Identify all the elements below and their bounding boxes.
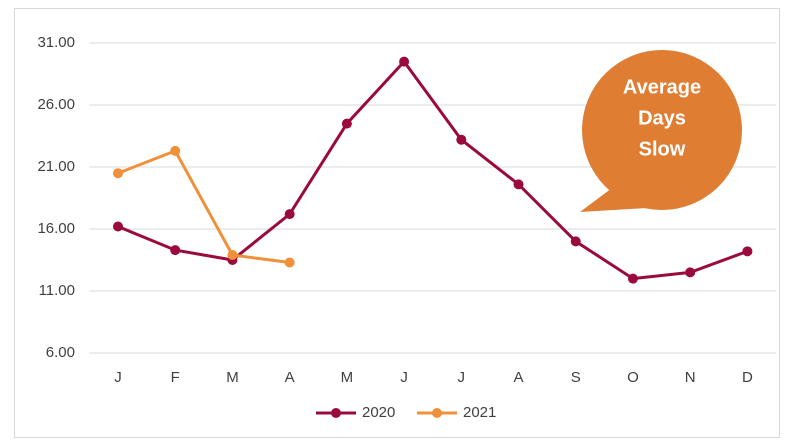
annotation-text: Slow [639,138,686,160]
y-tick-label: 16.00 [37,220,75,237]
x-tick-label: F [171,369,180,386]
annotation-text: Days [638,107,686,129]
speech-bubble [582,50,742,210]
x-tick-label: M [226,369,239,386]
x-tick-label: J [114,369,122,386]
data-point [627,273,638,284]
x-tick-label: O [627,369,639,386]
data-point [113,168,124,179]
data-point [742,246,753,257]
legend-label: 2020 [362,404,395,421]
legend-swatch [432,408,442,418]
x-tick-label: A [285,369,295,386]
x-tick-label: D [742,369,753,386]
speech-bubble [580,188,647,212]
y-tick-label: 21.00 [37,158,75,175]
annotation-text: Average [623,76,701,98]
x-tick-label: J [458,369,466,386]
x-tick-label: A [514,369,524,386]
data-point [685,267,696,278]
data-point [570,236,581,247]
y-tick-label: 26.00 [37,96,75,113]
x-tick-label: M [341,369,354,386]
data-point [513,179,524,190]
y-tick-label: 11.00 [39,282,75,299]
data-point [399,56,410,67]
data-point [170,245,181,256]
legend-swatch [331,408,341,418]
data-point [341,118,352,129]
data-point [227,250,238,261]
x-tick-label: J [400,369,408,386]
data-point [113,221,124,232]
series-line [117,59,748,281]
data-point [456,134,467,145]
data-point [284,257,295,268]
y-tick-label: 6.00 [46,344,75,361]
x-tick-label: N [685,369,696,386]
data-point [284,209,295,220]
legend-label: 2021 [463,404,496,421]
series-line [117,149,290,264]
data-point [170,145,181,156]
x-tick-label: S [571,369,581,386]
y-tick-label: 31.00 [37,34,75,51]
